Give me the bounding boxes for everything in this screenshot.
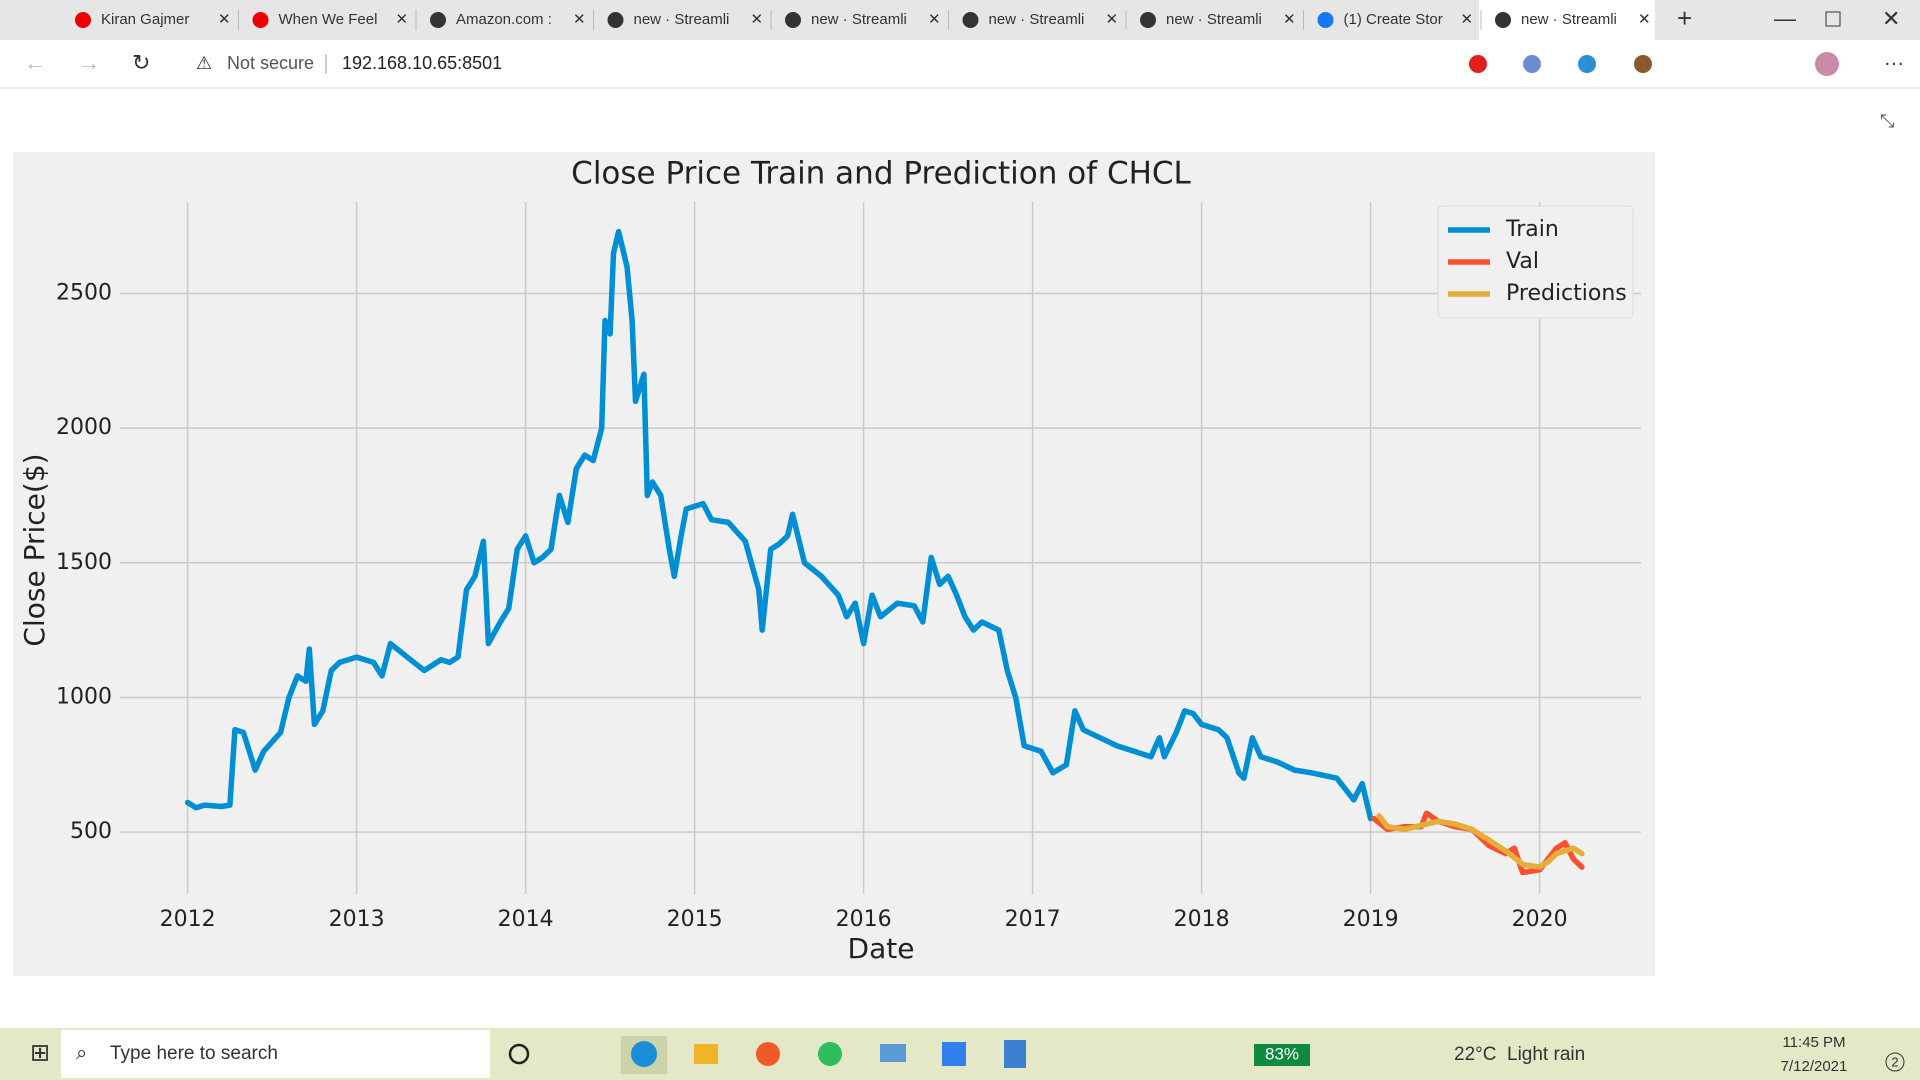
tab-close: ✕: [1106, 11, 1119, 28]
app-pc[interactable]: [880, 1044, 906, 1062]
fullscreen-toggle[interactable]: ⤡: [1880, 111, 1894, 131]
app-icon: [631, 1041, 657, 1067]
app-notes[interactable]: [1004, 1040, 1026, 1068]
legend-box: [1437, 205, 1634, 319]
plot: 500 1000 1500 2000 2500 2012 2013 2014 2015 2016 2…: [56, 202, 1641, 932]
series-line: [1376, 813, 1585, 870]
start[interactable]: ⊞: [30, 1039, 50, 1066]
x-tick-label: 2016: [836, 907, 892, 932]
tab-close: ✕: [1638, 11, 1651, 28]
x-tick-label: 2018: [1174, 907, 1230, 932]
forward[interactable]: →: [78, 50, 100, 75]
tab-title[interactable]: new · Streamli: [1521, 11, 1617, 28]
tab-favicon: [1317, 12, 1334, 28]
series-line: [184, 228, 1374, 822]
y-tick-label: 1500: [56, 550, 112, 575]
y-tick-label: 2500: [56, 281, 112, 306]
x-tick-label: 2014: [498, 907, 554, 932]
x-tick-label: 2019: [1343, 907, 1399, 932]
tab-favicon: [607, 12, 624, 28]
tab-favicon: [785, 12, 801, 28]
tab-favicon: [430, 12, 446, 28]
battery-meter[interactable]: [1254, 1044, 1310, 1066]
tab-title[interactable]: new · Streamli: [634, 11, 730, 28]
legend-label: Val: [1506, 249, 1539, 274]
search-box[interactable]: [61, 1030, 490, 1078]
tab-title[interactable]: new · Streamli: [989, 11, 1085, 28]
weather[interactable]: 22°C Light rain: [1454, 1044, 1585, 1065]
minimize[interactable]: —: [1774, 6, 1796, 31]
cortana[interactable]: [508, 1043, 530, 1065]
app-vscode[interactable]: [942, 1042, 966, 1066]
battery-percent: 83%: [1265, 1044, 1299, 1063]
tab-title[interactable]: Amazon.com :: [456, 11, 552, 28]
x-tick-label: 2020: [1512, 907, 1568, 932]
menu[interactable]: ···: [1884, 52, 1904, 74]
tab-title[interactable]: new · Streamli: [811, 11, 907, 28]
tab-close: ✕: [573, 11, 586, 28]
profile[interactable]: [1815, 52, 1839, 76]
warning-icon: ⚠: [196, 53, 212, 73]
tab-favicon: [252, 12, 269, 28]
app-explorer[interactable]: [694, 1044, 718, 1064]
x-axis-label: Date: [848, 932, 915, 965]
tab-close: ✕: [751, 11, 764, 28]
x-tick-label: 2017: [1005, 907, 1061, 932]
search-icon: ⌕: [76, 1042, 87, 1064]
y-tick-label: 500: [70, 819, 112, 844]
x-tick-label: 2015: [667, 907, 723, 932]
new-tab[interactable]: +: [1677, 3, 1692, 33]
ext-icon[interactable]: [1634, 55, 1652, 73]
tab-title[interactable]: When We Feel: [279, 11, 378, 28]
clock-date[interactable]: 7/12/2021: [1781, 1058, 1848, 1075]
not-secure[interactable]: Not secure: [227, 53, 314, 73]
back[interactable]: ←: [24, 50, 46, 75]
app-brave[interactable]: [756, 1042, 780, 1066]
tab-favicon: [75, 12, 91, 28]
y-axis-label: Close Price($): [18, 453, 51, 646]
chart-panel: [13, 152, 1655, 976]
tab-close: ✕: [928, 11, 941, 28]
chart-title: Close Price Train and Prediction of CHCL: [571, 156, 1191, 192]
restore[interactable]: [1825, 11, 1841, 27]
tab-title[interactable]: (1) Create Stor: [1344, 11, 1443, 28]
notification-count: 2: [1891, 1054, 1898, 1069]
x-tick-label: 2013: [329, 907, 385, 932]
address-box[interactable]: [180, 46, 1430, 82]
tab-close: ✕: [1461, 11, 1474, 28]
close[interactable]: ✕: [1882, 6, 1900, 31]
tab-favicon: [1495, 12, 1511, 28]
tab-favicon: [962, 12, 979, 28]
x-tick-label: 2012: [160, 907, 216, 932]
tab-close: ✕: [396, 11, 409, 28]
ext-icon[interactable]: [1523, 55, 1541, 73]
tab-title[interactable]: new · Streamli: [1166, 11, 1262, 28]
search-placeholder[interactable]: Type here to search: [110, 1043, 278, 1064]
legend-label: Train: [1505, 217, 1559, 242]
ext-icon[interactable]: [1469, 55, 1487, 73]
notification-badge[interactable]: [1885, 1052, 1905, 1072]
y-tick-label: 1000: [56, 684, 112, 709]
app-evernote[interactable]: [818, 1042, 842, 1066]
tab-favicon: [1140, 12, 1156, 28]
clock-time[interactable]: 11:45 PM: [1782, 1034, 1845, 1051]
legend-label: Predictions: [1506, 281, 1627, 306]
reload[interactable]: ↻: [132, 50, 150, 75]
tab-close: ✕: [1283, 11, 1296, 28]
ext-icon[interactable]: [1578, 55, 1596, 73]
tab-close: ✕: [218, 11, 231, 28]
url[interactable]: 192.168.10.65:8501: [342, 53, 502, 73]
y-tick-label: 2000: [56, 415, 112, 440]
tab-title[interactable]: Kiran Gajmer: [101, 11, 189, 28]
